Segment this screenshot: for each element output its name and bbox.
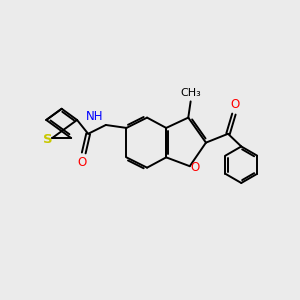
Text: CH₃: CH₃ bbox=[180, 88, 201, 98]
Text: NH: NH bbox=[86, 110, 104, 124]
Text: O: O bbox=[230, 98, 239, 110]
Text: O: O bbox=[78, 157, 87, 169]
Text: S: S bbox=[43, 133, 52, 146]
Text: O: O bbox=[190, 161, 200, 174]
